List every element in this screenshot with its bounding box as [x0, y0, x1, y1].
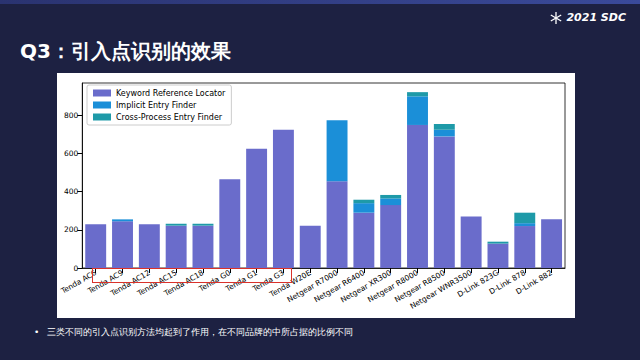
svg-text:Tenda AC12: Tenda AC12	[108, 268, 152, 298]
svg-text:D-Link 882: D-Link 882	[514, 268, 554, 296]
svg-text:0: 0	[74, 264, 79, 273]
svg-text:D-Link 878: D-Link 878	[487, 268, 527, 297]
svg-text:Implicit Entry Finder: Implicit Entry Finder	[116, 101, 197, 110]
svg-text:Netgear R6400: Netgear R6400	[312, 268, 367, 305]
svg-text:Tenda AC18: Tenda AC18	[162, 268, 206, 298]
html-text:三类不同的引入点识别方法均起到了作用，在不同品牌的中所占据的: 三类不同的引入点识别方法均起到了作用，在不同品牌的中所占据的比例不同	[47, 327, 354, 337]
svg-text:Tenda W20E: Tenda W20E	[268, 268, 313, 299]
svg-text:Tenda G0: Tenda G0	[197, 268, 232, 294]
svg-text:600: 600	[64, 149, 79, 158]
svg-text:Netgear XR300: Netgear XR300	[338, 268, 393, 305]
svg-text:Tenda AC6: Tenda AC6	[59, 268, 98, 296]
svg-text:Netgear R8000: Netgear R8000	[366, 268, 420, 305]
html-text:2021 SDC: 2021 SDC	[566, 11, 626, 24]
svg-text:Netgear R7000: Netgear R7000	[285, 268, 340, 305]
svg-text:Tenda G3: Tenda G3	[250, 268, 286, 294]
svg-text:200: 200	[64, 225, 79, 234]
svg-text:Netgear R8500: Netgear R8500	[392, 268, 447, 305]
svg-text:Tenda AC9: Tenda AC9	[86, 268, 125, 296]
svg-text:Tenda G1: Tenda G1	[224, 268, 259, 294]
svg-text:D-Link 823G: D-Link 823G	[455, 268, 501, 299]
svg-text:Tenda AC15: Tenda AC15	[135, 268, 179, 298]
html-text:Q3：引入点识别的效果: Q3：引入点识别的效果	[20, 39, 231, 63]
svg-text:Cross-Process Entry Finder: Cross-Process Entry Finder	[116, 113, 223, 122]
svg-text:800: 800	[64, 111, 79, 120]
svg-text:400: 400	[64, 187, 79, 196]
svg-text:Keyword Reference Locator: Keyword Reference Locator	[116, 89, 226, 98]
svg-text:Netgear WNR3500: Netgear WNR3500	[408, 268, 474, 311]
